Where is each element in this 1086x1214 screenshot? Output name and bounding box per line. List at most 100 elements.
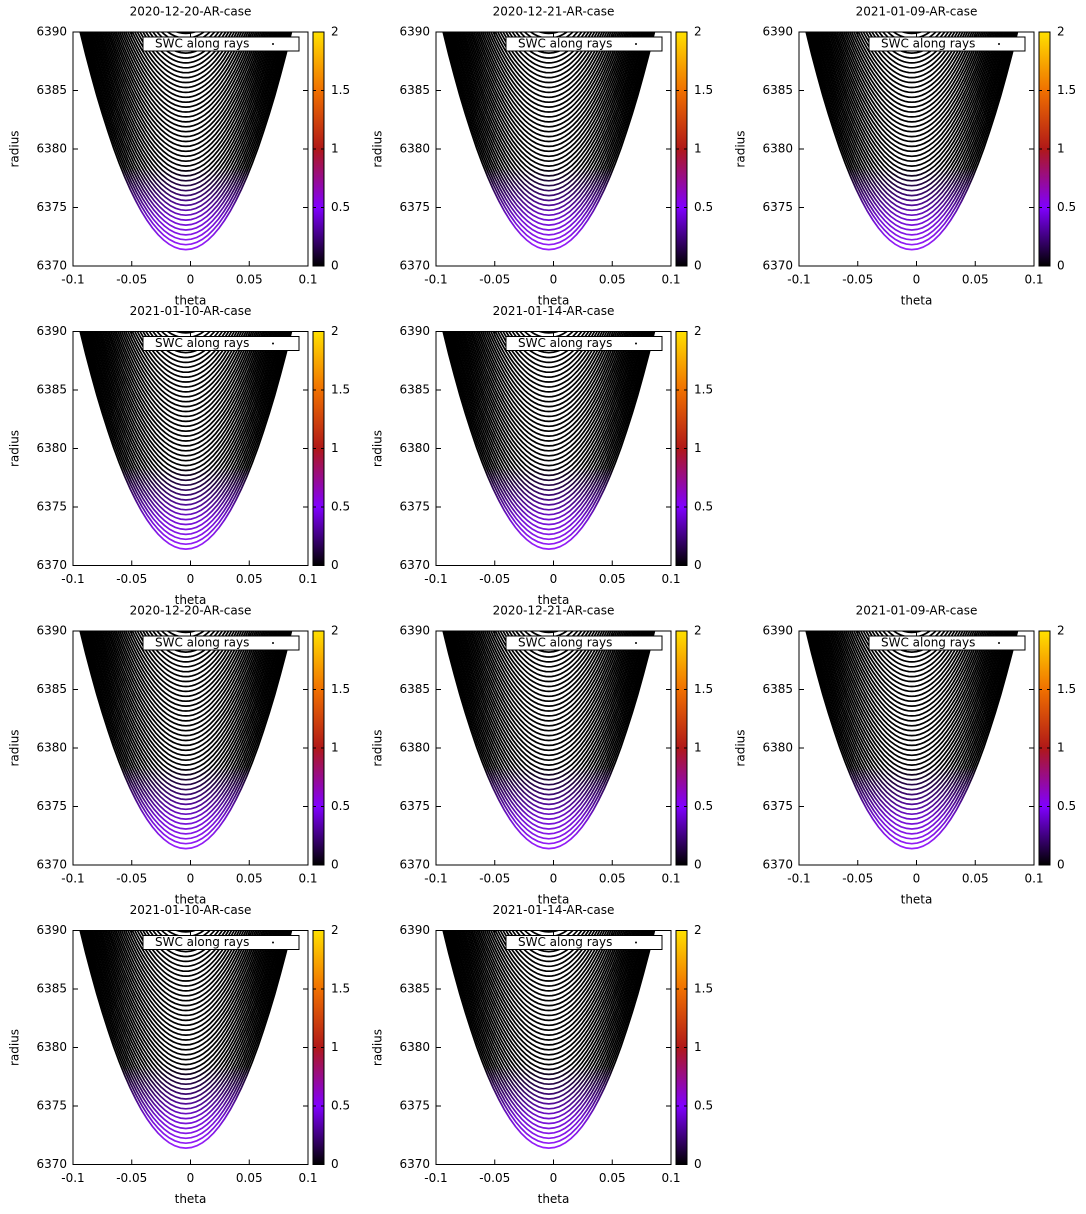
ray [81,32,290,241]
ray [844,32,979,118]
colorbar-tick-label: 1 [694,441,702,455]
colorbar-tick-label: 1 [331,441,339,455]
y-tick-label: 6380 [399,142,430,156]
ray [481,930,616,1017]
ray [453,32,645,207]
y-tick-label: 6370 [399,1157,430,1171]
ray [812,631,1011,820]
ray [103,631,269,762]
ray [462,631,636,776]
ray [492,331,606,393]
legend-box [142,935,300,950]
ray [447,930,651,1130]
ray [815,631,1009,811]
ray [120,331,251,413]
legend-label: SWC along rays [155,935,249,949]
x-tick-label: -0.1 [424,273,447,287]
ray [452,331,646,511]
ray [492,631,606,693]
ray [151,32,220,54]
ray [466,930,632,1061]
ray [807,631,1016,840]
y-axis-label: radius [8,130,22,167]
ray [452,930,646,1110]
ray [487,32,610,104]
legend-label: SWC along rays [518,935,612,949]
colorbar-tick-label: 2 [694,923,702,937]
ray [131,32,241,89]
ray [115,331,257,428]
ray [91,930,280,1100]
colorbar-tick-label: 1.5 [331,83,350,97]
ray [101,631,270,766]
ray [452,32,646,212]
colorbar-tick-label: 1.5 [694,682,713,696]
ray [117,930,255,1022]
ray [448,331,650,526]
ray [457,32,640,192]
ray [472,331,625,442]
y-tick-label: 6390 [36,923,67,937]
ray [877,32,946,54]
y-tick-label: 6375 [762,200,793,214]
ray [468,631,630,757]
y-axis-label: radius [8,430,22,467]
y-tick-label: 6370 [36,558,67,572]
colorbar-tick-label: 1.5 [331,982,350,996]
ray [810,32,1014,231]
ray [117,631,255,722]
ray [106,631,265,752]
ray [456,331,642,496]
ray [480,32,618,123]
ray [855,631,969,693]
colorbar-tick-label: 2 [331,324,339,338]
ray [127,331,245,398]
y-tick-label: 6375 [399,799,430,813]
y-tick-label: 6370 [762,259,793,273]
ray [449,331,648,521]
ray [81,631,290,840]
ray [823,631,1001,781]
y-tick-label: 6375 [399,500,430,514]
ray [846,32,977,113]
ray [472,32,625,143]
ray [101,331,270,467]
y-tick-label: 6380 [762,142,793,156]
ray [103,930,269,1061]
y-tick-label: 6385 [399,83,430,97]
x-tick-label: 0.05 [599,1171,626,1185]
ray [85,32,287,226]
y-tick-label: 6375 [399,200,430,214]
ray [816,32,1008,207]
ray [480,930,618,1022]
x-tick-label: -0.05 [116,572,147,586]
ray [453,331,645,506]
ray [463,331,635,472]
panel: -0.1 -0.05 0 0.05 0.163706375638063856390202… [8,5,351,308]
ray [816,631,1008,806]
ray [124,930,247,1002]
ray [481,32,616,118]
ray [86,331,285,521]
colorbar-tick-label: 0 [694,858,702,872]
chart-title: 2020-12-20-AR-case [130,604,252,618]
ray [444,631,653,840]
ray [124,331,247,403]
x-tick-label: -0.05 [116,872,147,886]
ray [80,930,292,1145]
ray [514,631,583,653]
ray [111,32,260,138]
ray [97,930,275,1081]
x-tick-label: 0.05 [236,1171,263,1185]
ray [442,631,656,850]
ray [480,631,618,722]
y-tick-label: 6385 [36,383,67,397]
ray [111,331,260,437]
ray [85,331,287,526]
ray [444,32,653,241]
ray [514,32,583,54]
ray [469,631,628,752]
ray [850,32,973,104]
ray [444,930,653,1140]
